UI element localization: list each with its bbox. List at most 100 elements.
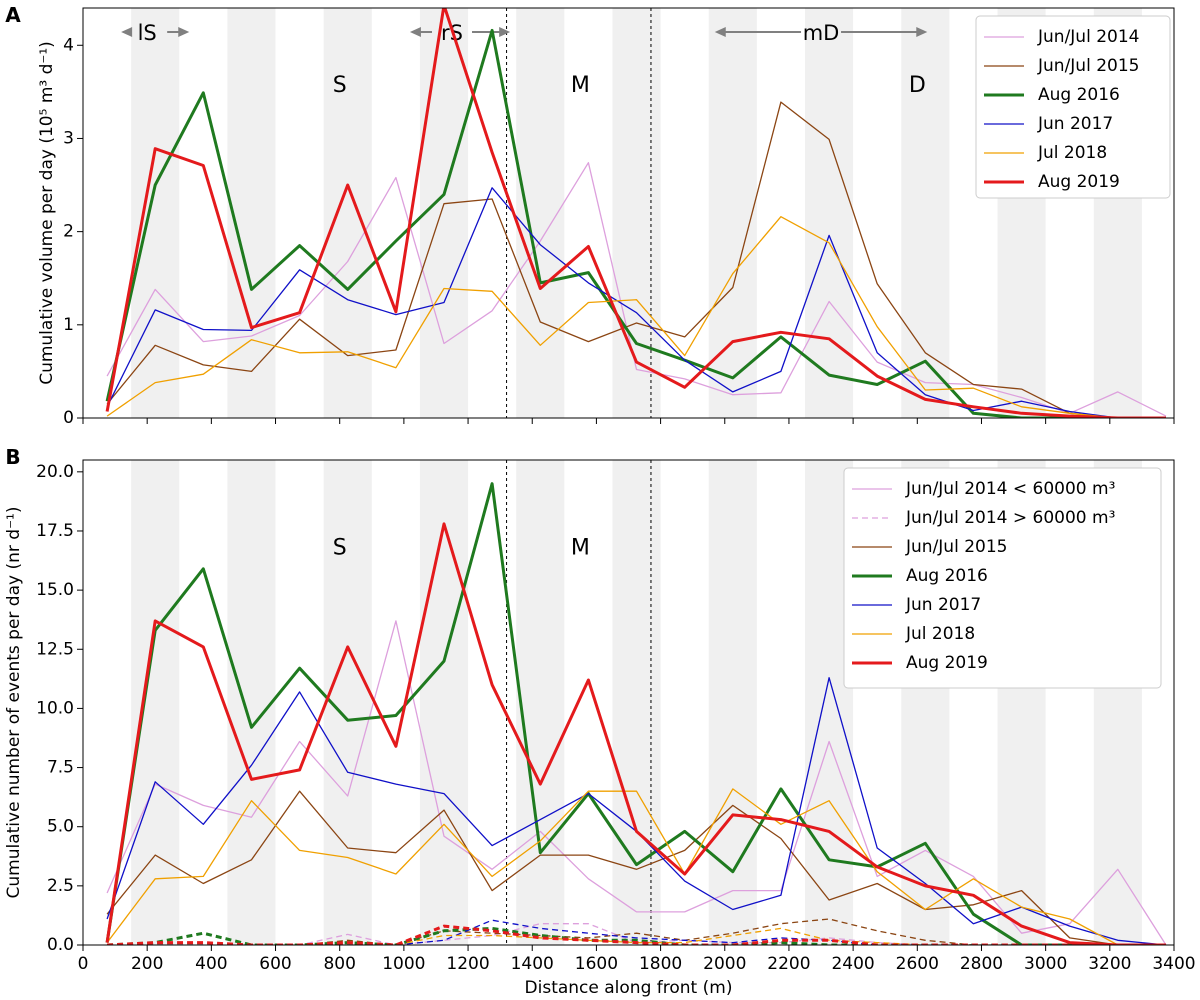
series-line-jul-2018 xyxy=(106,788,1166,945)
x-tick-label: 3200 xyxy=(1088,954,1131,974)
series-line-jun-jul-2015 xyxy=(106,101,1166,418)
background-band xyxy=(419,460,469,945)
x-tick-label: 2200 xyxy=(767,954,810,974)
x-tick-label: 2600 xyxy=(896,954,939,974)
y-tick-label: 1 xyxy=(63,315,74,335)
legend: Jun/Jul 2014 Jun/Jul 2015 Aug 2016 Jun 2017… xyxy=(975,15,1171,199)
legend-label: Jul 2018 xyxy=(1037,143,1107,163)
background-band xyxy=(612,8,661,418)
range-arrow-head xyxy=(916,27,928,37)
legend-label: Aug 2016 xyxy=(906,566,988,586)
background-band xyxy=(901,8,950,418)
y-ticks: 0.0 2.5 5.0 7.5 10.0 12.5 15.0 17.5 20.0 xyxy=(36,462,83,955)
x-tick-label: 1400 xyxy=(511,954,554,974)
y-tick-label: 3 xyxy=(63,128,74,148)
series-line-aug-2019 xyxy=(105,8,1166,418)
series-line-aug-2019-60000-m xyxy=(107,924,1166,945)
background-band xyxy=(131,8,180,418)
zone-label-m: M xyxy=(571,73,590,98)
legend-label: Jun/Jul 2015 xyxy=(905,537,1007,557)
y-ticks: 0 1 2 3 4 xyxy=(63,35,83,428)
zone-label-s: S xyxy=(333,536,347,561)
x-tick-label: 400 xyxy=(195,954,227,974)
series-line-jun-jul-2014 xyxy=(106,162,1167,417)
range-label-ls: lS xyxy=(138,21,157,45)
background-band xyxy=(612,460,661,945)
x-tick-label: 1200 xyxy=(446,954,489,974)
series-group xyxy=(105,482,1167,945)
x-ticks xyxy=(82,418,1175,424)
y-tick-label: 4 xyxy=(63,35,74,55)
background-band xyxy=(227,460,276,945)
legend: Jun/Jul 2014 < 60000 m³ Jun/Jul 2014 > 60… xyxy=(843,467,1162,689)
y-tick-label: 0.0 xyxy=(47,935,74,955)
x-tick-label: 2000 xyxy=(703,954,746,974)
range-arrow-head xyxy=(121,27,133,37)
legend-label: Jun/Jul 2015 xyxy=(1037,56,1139,76)
x-tick-label: 3400 xyxy=(1152,954,1195,974)
legend-box xyxy=(975,15,1171,199)
legend-box xyxy=(843,467,1162,689)
zone-label-m: M xyxy=(571,536,590,561)
series-line-aug-2016 xyxy=(105,482,1166,945)
series-line-jul-2018 xyxy=(106,216,1166,418)
series-line-aug-2019 xyxy=(105,522,1166,945)
series-line-jun-jul-2014-60000-m xyxy=(106,620,1167,945)
x-tick-label: 0 xyxy=(78,954,89,974)
background-band xyxy=(419,8,469,418)
series-line-aug-2016 xyxy=(105,28,1166,418)
series-line-jun-jul-2015-60000-m xyxy=(107,918,1166,945)
x-axis-label: Distance along front (m) xyxy=(525,978,733,998)
legend-label: Jul 2018 xyxy=(905,624,975,644)
y-tick-label: 12.5 xyxy=(36,639,74,659)
y-tick-label: 2 xyxy=(63,222,74,242)
range-arrow-head xyxy=(178,27,190,37)
panel-label-b: B xyxy=(5,445,20,469)
x-tick-label: 1000 xyxy=(382,954,425,974)
x-ticks: 0 200 400 600 800 1000 1200 1400 1600 1800 2000 220… xyxy=(78,945,1196,974)
legend-label: Aug 2019 xyxy=(1038,172,1120,192)
y-tick-label: 10.0 xyxy=(36,698,74,718)
plot-frame xyxy=(82,459,1175,946)
y-tick-label: 7.5 xyxy=(47,758,74,778)
background-band xyxy=(804,8,854,418)
background-band xyxy=(516,460,565,945)
x-tick-label: 1800 xyxy=(639,954,682,974)
x-tick-label: 2400 xyxy=(831,954,874,974)
y-axis-label: Cumulative number of events per day (nr … xyxy=(4,507,24,899)
range-annotations: lS rS mD xyxy=(121,21,928,45)
range-arrow-head xyxy=(714,27,726,37)
background-band xyxy=(708,8,757,418)
x-tick-label: 600 xyxy=(259,954,291,974)
x-tick-label: 2800 xyxy=(960,954,1003,974)
series-line-jun-2017 xyxy=(106,187,1166,418)
background-band xyxy=(323,8,372,418)
legend-label: Jun 2017 xyxy=(905,595,981,615)
y-tick-label: 20.0 xyxy=(36,462,74,482)
range-arrow-head xyxy=(409,27,421,37)
y-tick-label: 17.5 xyxy=(36,521,74,541)
legend-label: Jun/Jul 2014 > 60000 m³ xyxy=(905,508,1115,528)
legend-label: Jun/Jul 2014 < 60000 m³ xyxy=(905,479,1115,499)
legend-label: Jun/Jul 2014 xyxy=(1037,27,1139,47)
legend-label: Aug 2019 xyxy=(906,653,988,673)
legend-label: Jun 2017 xyxy=(1037,114,1113,134)
series-group xyxy=(105,8,1167,418)
background-band xyxy=(131,460,180,945)
y-tick-label: 0 xyxy=(63,408,74,428)
range-label-md: mD xyxy=(803,21,840,45)
range-arrow-head xyxy=(499,27,511,37)
x-tick-label: 1600 xyxy=(575,954,618,974)
background-band xyxy=(227,8,276,418)
panel-b: SMD0.02.55.07.510.012.515.017.520.002004… xyxy=(4,445,1196,998)
series-line-jun-2017-60000-m xyxy=(107,919,1166,945)
y-axis-label: Cumulative volume per day (10⁵ m³ d⁻¹) xyxy=(37,41,57,385)
legend-label: Aug 2016 xyxy=(1038,85,1120,105)
series-line-jun-jul-2015 xyxy=(106,790,1166,945)
panel-label-a: A xyxy=(5,3,21,27)
x-tick-label: 200 xyxy=(131,954,163,974)
x-tick-label: 800 xyxy=(323,954,355,974)
zone-label-d: D xyxy=(909,73,926,98)
x-tick-label: 3000 xyxy=(1024,954,1067,974)
